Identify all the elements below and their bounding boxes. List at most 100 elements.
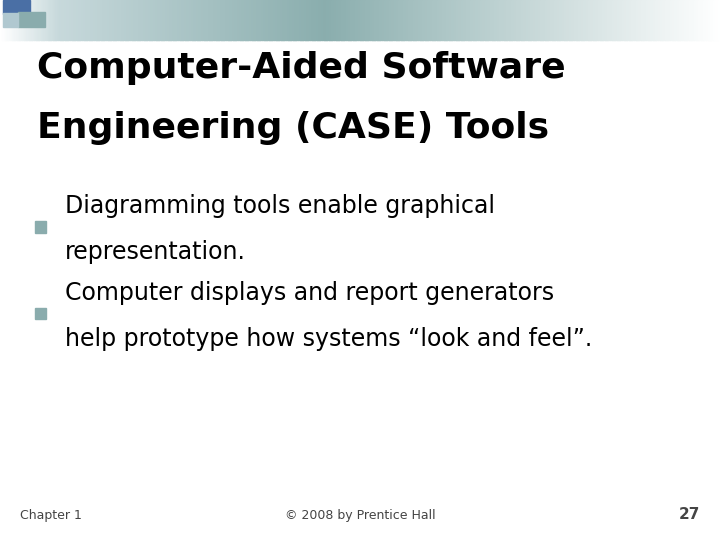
Bar (2, 0, 6, 40)
Bar (3, 0, 30, 15)
Bar (653, 0, 656, 40)
Bar (405, 0, 409, 40)
Bar (679, 0, 683, 40)
Bar (250, 0, 253, 40)
Bar (432, 0, 435, 40)
Bar (182, 0, 186, 40)
Bar (317, 0, 320, 40)
Bar (621, 0, 625, 40)
Bar (204, 0, 207, 40)
Bar (27, 0, 30, 40)
Bar (576, 0, 579, 40)
Bar (677, 0, 680, 40)
Bar (675, 0, 678, 40)
Bar (67, 0, 71, 40)
Bar (497, 0, 500, 40)
Bar (189, 0, 193, 40)
Bar (684, 0, 687, 40)
Bar (456, 0, 459, 40)
Bar (84, 0, 87, 40)
Bar (513, 0, 517, 40)
Bar (81, 0, 85, 40)
Bar (540, 0, 543, 40)
Bar (689, 0, 692, 40)
Bar (672, 0, 675, 40)
Bar (369, 0, 373, 40)
Bar (79, 0, 82, 40)
Bar (372, 0, 375, 40)
Bar (595, 0, 598, 40)
Bar (228, 0, 231, 40)
Bar (53, 0, 56, 40)
Bar (50, 0, 53, 40)
Bar (240, 0, 243, 40)
Bar (425, 0, 428, 40)
Bar (146, 0, 150, 40)
Bar (374, 0, 377, 40)
Bar (509, 0, 512, 40)
Bar (482, 0, 485, 40)
Bar (547, 0, 550, 40)
Bar (259, 0, 262, 40)
Bar (463, 0, 467, 40)
Bar (63, 0, 66, 40)
Bar (243, 0, 246, 40)
Bar (144, 0, 147, 40)
Bar (70, 0, 73, 40)
Bar (535, 0, 539, 40)
Bar (706, 0, 708, 40)
Bar (22, 0, 24, 40)
Bar (670, 0, 672, 40)
Bar (713, 0, 716, 40)
Bar (302, 0, 305, 40)
Bar (65, 0, 68, 40)
Bar (578, 0, 582, 40)
Bar (394, 0, 397, 40)
Bar (336, 0, 339, 40)
Bar (427, 0, 431, 40)
Bar (0, 0, 3, 40)
Bar (711, 0, 714, 40)
Bar (650, 0, 654, 40)
Bar (329, 0, 332, 40)
Bar (564, 0, 567, 40)
Bar (358, 0, 361, 40)
Bar (554, 0, 557, 40)
Bar (423, 0, 426, 40)
Bar (211, 0, 215, 40)
Bar (499, 0, 503, 40)
Bar (504, 0, 507, 40)
Bar (35, 308, 46, 319)
Bar (648, 0, 651, 40)
Bar (703, 0, 706, 40)
Bar (297, 0, 301, 40)
Bar (269, 0, 272, 40)
Bar (643, 0, 647, 40)
Bar (319, 0, 323, 40)
Bar (341, 0, 344, 40)
Bar (113, 0, 116, 40)
Text: Chapter 1: Chapter 1 (20, 509, 82, 523)
Bar (245, 0, 248, 40)
Bar (389, 0, 392, 40)
Bar (192, 0, 195, 40)
Bar (351, 0, 354, 40)
Bar (701, 0, 704, 40)
Bar (430, 0, 433, 40)
Bar (634, 0, 636, 40)
Bar (521, 0, 524, 40)
Bar (646, 0, 649, 40)
Bar (171, 0, 174, 40)
Bar (660, 0, 663, 40)
Bar (348, 0, 351, 40)
Bar (96, 0, 99, 40)
Bar (31, 0, 35, 40)
Bar (367, 0, 370, 40)
Bar (197, 0, 200, 40)
Bar (35, 221, 46, 233)
Bar (333, 0, 337, 40)
Bar (293, 0, 296, 40)
Bar (230, 0, 233, 40)
Bar (139, 0, 143, 40)
Bar (528, 0, 531, 40)
